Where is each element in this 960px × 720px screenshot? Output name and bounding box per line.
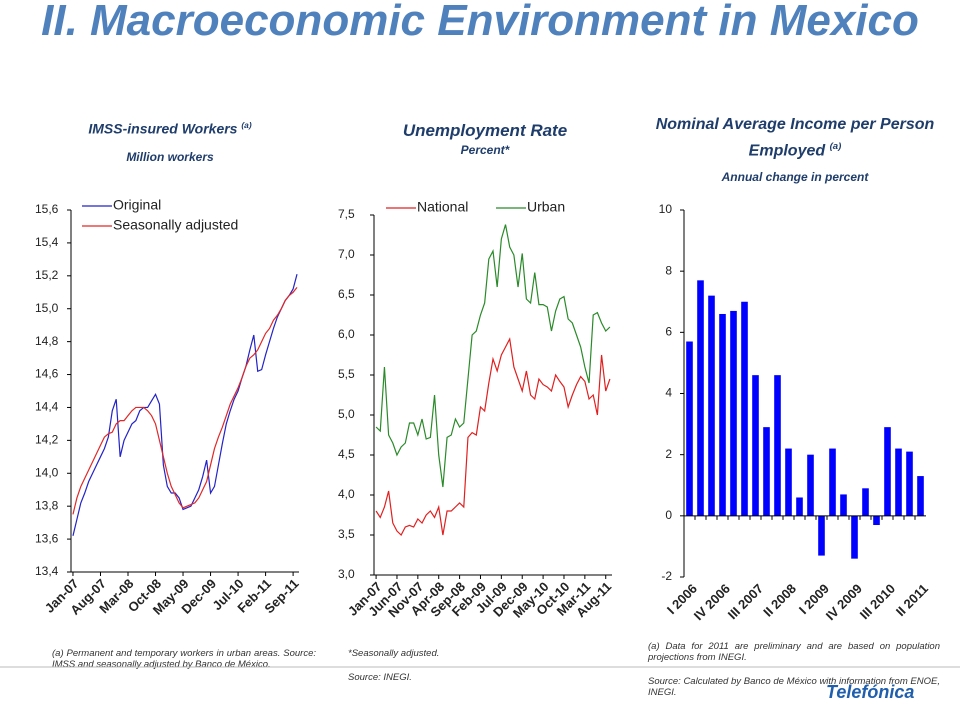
- y-tick-label: 3,5: [338, 527, 355, 541]
- bar: [873, 515, 880, 526]
- bar: [884, 427, 891, 516]
- x-tick-label: II 2008: [760, 581, 799, 620]
- series-line: [375, 337, 611, 536]
- notes: *Seasonally adjusted. Source: INEGI.: [348, 648, 608, 696]
- logo: Telefónica: [826, 682, 915, 702]
- y-tick-label: 3,0: [338, 567, 355, 581]
- notes: (a) Permanent and temporary workers in u…: [52, 648, 316, 683]
- y-tick-label: 13,4: [35, 564, 59, 578]
- chart-title: IMSS-insured Workers (a): [30, 120, 310, 137]
- title-text: Nominal Average Income per Person Employ…: [655, 116, 935, 160]
- bar: [906, 451, 913, 516]
- bar: [818, 515, 825, 556]
- chart-title: Nominal Average Income per Person Employ…: [645, 114, 945, 162]
- bar: [851, 515, 858, 559]
- y-tick-label: -2: [661, 569, 672, 583]
- series-line: [72, 286, 298, 515]
- y-tick-label: 10: [659, 202, 673, 216]
- legend-label: Urban: [527, 199, 565, 215]
- series-line: [375, 224, 611, 488]
- y-tick-label: 7,5: [338, 207, 355, 221]
- series-line: [72, 274, 298, 536]
- legend-label: Original: [113, 197, 161, 213]
- slide-title: II. Macroeconomic Environment in Mexico: [41, 0, 919, 45]
- y-tick-label: 14,0: [35, 465, 59, 479]
- bar: [763, 427, 770, 516]
- y-tick-label: 5,0: [338, 407, 355, 421]
- y-tick-label: 4: [665, 386, 672, 400]
- bar: [774, 375, 781, 516]
- bar: [807, 454, 814, 516]
- bar: [697, 280, 704, 516]
- title-note: (a): [829, 141, 842, 152]
- chart-subtitle: Percent*: [460, 143, 510, 157]
- y-tick-label: 14,4: [35, 400, 59, 414]
- y-tick-label: 8: [665, 263, 672, 277]
- bar: [862, 488, 869, 516]
- y-tick-label: 6,0: [338, 327, 355, 341]
- y-tick-label: 13,6: [35, 531, 59, 545]
- y-tick-label: 2: [665, 447, 672, 461]
- chart-title: Unemployment Rate: [402, 121, 568, 140]
- legend-label: National: [417, 199, 468, 215]
- y-tick-label: 5,5: [338, 367, 355, 381]
- note: *Seasonally adjusted.: [348, 648, 440, 659]
- title-note: (a): [241, 120, 252, 130]
- notes: (a) Data for 2011 are preliminary and ar…: [648, 641, 940, 711]
- y-tick-label: 15,6: [35, 202, 59, 216]
- x-tick-label: III 2010: [857, 581, 898, 622]
- note: Source: INEGI.: [348, 672, 412, 683]
- y-tick-label: 6: [665, 325, 672, 339]
- title-text: IMSS-insured Workers: [88, 120, 238, 137]
- bar: [785, 448, 792, 516]
- note: (a) Permanent and temporary workers in u…: [52, 648, 316, 670]
- bar: [708, 295, 715, 516]
- bar: [741, 301, 748, 516]
- y-tick-label: 15,4: [35, 235, 59, 249]
- chart-subtitle: Million workers: [126, 150, 214, 164]
- x-tick-label: III 2007: [725, 581, 766, 622]
- bar: [895, 448, 902, 516]
- bar: [752, 375, 759, 516]
- y-tick-label: 14,8: [35, 334, 59, 348]
- note: (a) Data for 2011 are preliminary and ar…: [648, 641, 940, 663]
- y-tick-label: 13,8: [35, 498, 59, 512]
- legend-label: Seasonally adjusted: [113, 217, 238, 233]
- y-tick-label: 14,2: [35, 433, 59, 447]
- bar: [730, 310, 737, 516]
- y-tick-label: 0: [665, 508, 672, 522]
- y-tick-label: 4,0: [338, 487, 355, 501]
- x-tick-label: IV 2009: [823, 581, 865, 623]
- y-tick-label: 7,0: [338, 247, 355, 261]
- x-tick-label: II 2011: [893, 581, 931, 619]
- bar: [829, 448, 836, 516]
- y-tick-label: 6,5: [338, 287, 355, 301]
- bar: [686, 341, 693, 516]
- note: Source: Calculated by Banco de México wi…: [648, 676, 940, 698]
- bar: [796, 497, 803, 516]
- y-tick-label: 4,5: [338, 447, 355, 461]
- bar: [840, 494, 847, 516]
- bar: [917, 476, 924, 516]
- bar: [719, 313, 726, 516]
- y-tick-label: 15,2: [35, 268, 59, 282]
- y-tick-label: 15,0: [35, 301, 59, 315]
- y-tick-label: 14,6: [35, 367, 59, 381]
- chart-subtitle: Annual change in percent: [721, 170, 869, 184]
- x-tick-label: IV 2006: [691, 581, 733, 623]
